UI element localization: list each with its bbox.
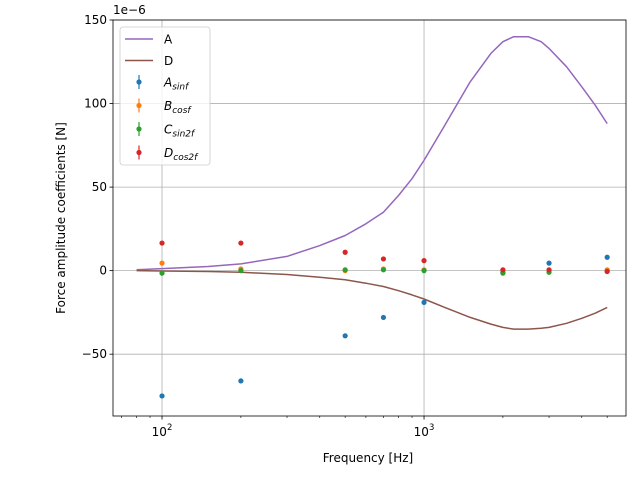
legend-label-A: A [164, 33, 173, 47]
legend-marker-A_sinf [136, 79, 142, 85]
legend-box [119, 26, 211, 166]
y-tick-label: 150 [84, 13, 107, 27]
data-point-C_sin2f [342, 267, 348, 273]
data-point-D_cos2f [604, 268, 610, 275]
legend-marker-D_cos2f [136, 149, 142, 156]
y-tick-label: −50 [82, 347, 107, 361]
data-point-A_sinf [380, 314, 387, 321]
data-point-A_sinf [238, 378, 244, 384]
data-point-C_sin2f [421, 268, 427, 274]
data-point-D_cos2f [159, 240, 165, 246]
x-tick-label: 103 [414, 423, 435, 439]
data-point-C_sin2f [380, 267, 387, 273]
legend-label-D_cos2f: Dcos2f [164, 146, 199, 163]
data-point-A_sinf [546, 260, 552, 266]
line-series-layer [136, 35, 608, 330]
axis-ticks: −50 0 50 100 150 102 103 [82, 13, 608, 439]
series-line-D [136, 269, 608, 330]
data-point-A_sinf [342, 333, 348, 339]
data-point-D_cos2f [238, 240, 244, 246]
y-tick-label: 100 [84, 97, 107, 111]
legend-label-D: D [164, 54, 173, 68]
legend: AD Asinf Bcosf Csin2f Dcos2f [119, 26, 211, 166]
legend-label-C_sin2f: Csin2f [164, 123, 196, 140]
x-axis-label: Frequency [Hz] [323, 451, 414, 465]
data-point-B_cosf [159, 260, 165, 266]
data-point-A_sinf [421, 299, 427, 305]
legend-marker-B_cosf [136, 102, 142, 109]
data-point-D_cos2f [342, 249, 348, 255]
plot-frame [112, 19, 627, 417]
data-point-D_cos2f [546, 267, 552, 273]
data-point-A_sinf [604, 254, 610, 260]
data-point-C_sin2f [159, 270, 165, 276]
x-tick-label: 102 [152, 423, 173, 439]
y-axis-label: Force amplitude coefficients [N] [54, 122, 68, 314]
data-point-C_sin2f [238, 268, 244, 274]
scatter-series-layer [159, 240, 610, 399]
data-point-D_cos2f [380, 256, 387, 262]
data-point-D_cos2f [421, 258, 427, 264]
legend-label-B_cosf: Bcosf [164, 99, 192, 116]
y-scale-multiplier: 1e−6 [113, 3, 146, 17]
y-tick-label: 0 [99, 264, 107, 278]
series-line-A [136, 35, 608, 271]
legend-label-A_sinf: Asinf [163, 76, 190, 93]
data-point-D_cos2f [500, 267, 506, 273]
legend-marker-C_sin2f [136, 126, 142, 132]
data-point-A_sinf [159, 393, 165, 399]
y-tick-label: 50 [92, 180, 107, 194]
